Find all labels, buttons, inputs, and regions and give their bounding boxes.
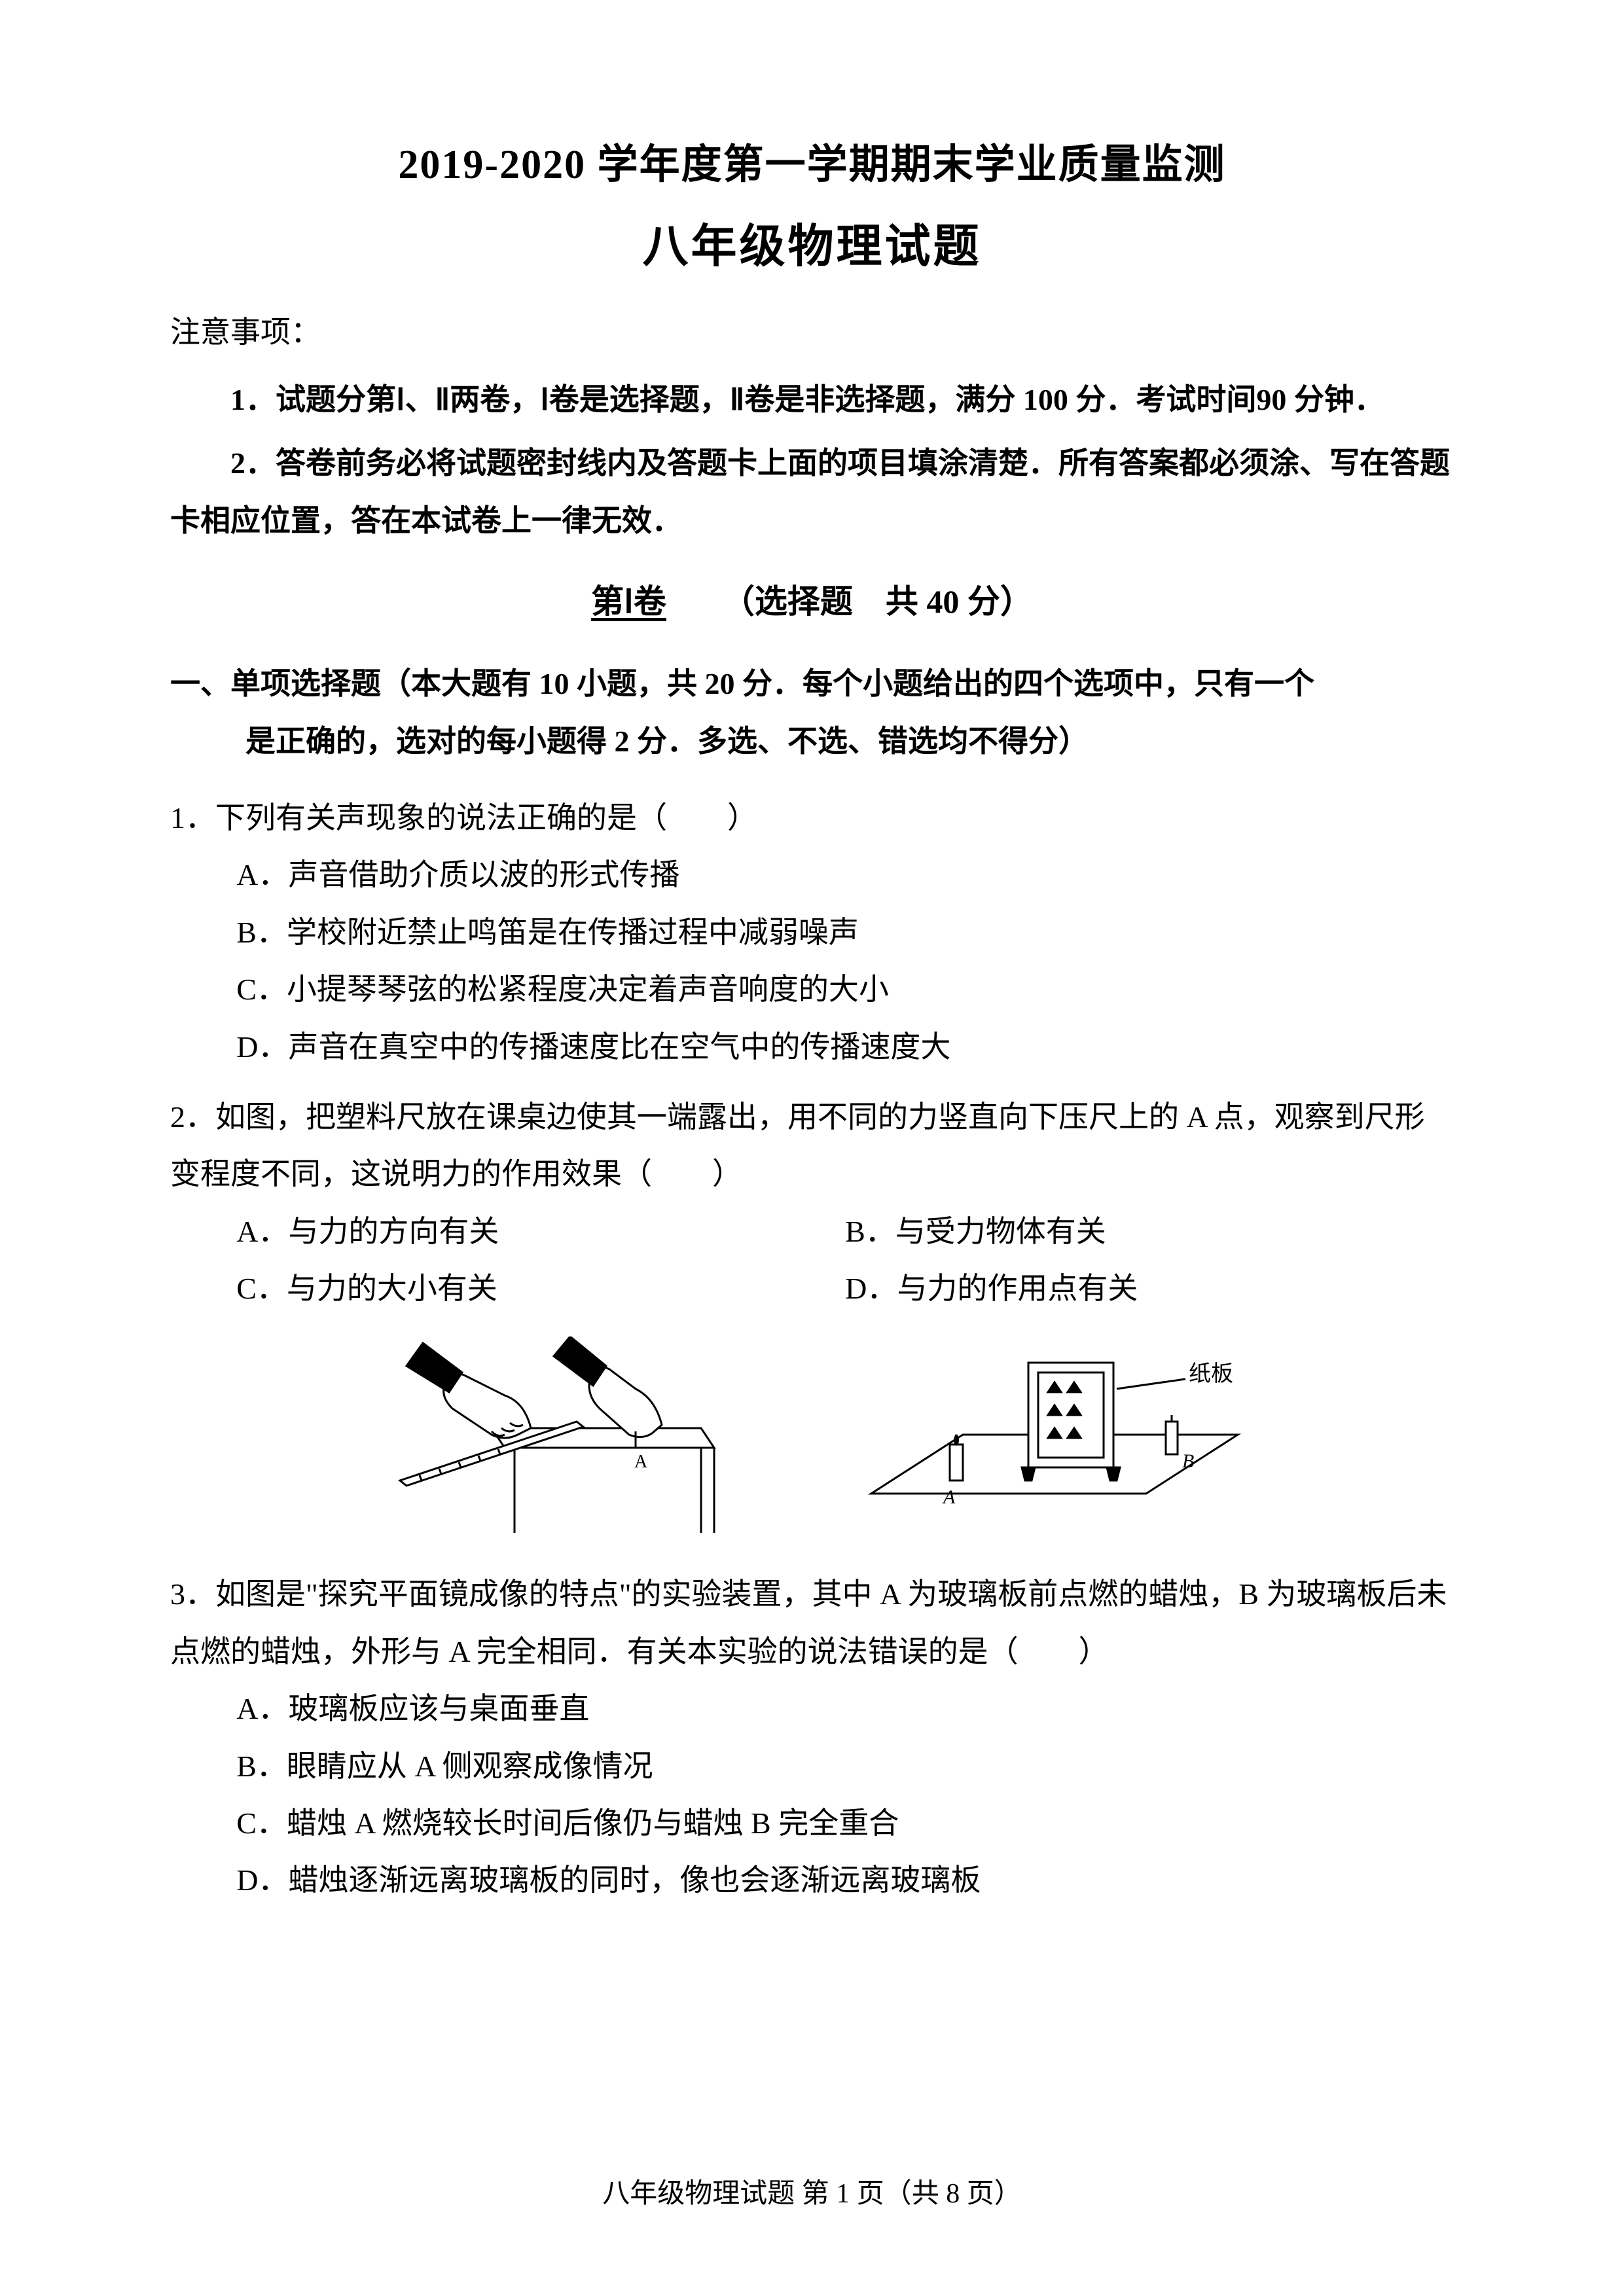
svg-text:A: A [634,1452,648,1472]
instruction-line2: 是正确的，选对的每小题得 2 分．多选、不选、错选均不得分） [170,713,1454,770]
section-1-header: 第Ⅰ卷 （选择题 共 40 分） [170,575,1454,622]
section-label-rest: （选择题 共 40 分） [722,583,1033,620]
q3-option-a: A．玻璃板应该与桌面垂直 [236,1680,1454,1737]
notice-heading: 注意事项： [170,308,1454,351]
figure-ruler-desk: A [361,1336,727,1539]
q1-option-a: A．声音借助介质以波的形式传播 [236,846,1454,903]
page-footer: 八年级物理试题 第 1 页（共 8 页） [0,2171,1624,2211]
figure-row: A [170,1336,1454,1539]
part1-instruction: 一、单项选择题（本大题有 10 小题，共 20 分．每个小题给出的四个选项中，只… [170,655,1454,770]
question-1-text: 1．下列有关声现象的说法正确的是（ ） [170,789,1454,846]
svg-text:A: A [942,1486,956,1508]
figure-mirror-candles: A B 纸板 [858,1343,1264,1539]
section-label-underline: 第Ⅰ卷 [591,583,666,620]
q2-option-d: D．与力的作用点有关 [845,1260,1454,1317]
svg-text:B: B [1182,1450,1194,1472]
exam-title-main: 2019-2020 学年度第一学期期末学业质量监测 [170,131,1454,190]
q3-option-d: D．蜡烛逐渐远离玻璃板的同时，像也会逐渐远离玻璃板 [236,1852,1454,1909]
question-3: 3．如图是"探究平面镜成像的特点"的实验装置，其中 A 为玻璃板前点燃的蜡烛，B… [170,1566,1454,1909]
q1-option-d: D．声音在真空中的传播速度比在空气中的传播速度大 [236,1018,1454,1075]
ruler-desk-icon: A [361,1336,727,1539]
fig2-label-text: 纸板 [1189,1361,1233,1386]
q3-option-b: B．眼睛应从 A 侧观察成像情况 [236,1738,1454,1795]
notice-item-2: 2．答卷前务必将试题密封线内及答题卡上面的项目填涂清楚．所有答案都必须涂、写在答… [170,435,1454,549]
q1-option-c: C．小提琴琴弦的松紧程度决定着声音响度的大小 [236,961,1454,1018]
q3-option-c: C．蜡烛 A 燃烧较长时间后像仍与蜡烛 B 完全重合 [236,1795,1454,1852]
q2-option-b: B．与受力物体有关 [845,1203,1454,1260]
q2-option-a: A．与力的方向有关 [236,1203,845,1260]
q1-option-b: B．学校附近禁止鸣笛是在传播过程中减弱噪声 [236,904,1454,961]
exam-title-sub: 八年级物理试题 [170,209,1454,276]
question-3-text: 3．如图是"探究平面镜成像的特点"的实验装置，其中 A 为玻璃板前点燃的蜡烛，B… [170,1566,1454,1680]
mirror-candles-icon: A B 纸板 [858,1343,1264,1539]
instruction-line1: 一、单项选择题（本大题有 10 小题，共 20 分．每个小题给出的四个选项中，只… [170,667,1314,700]
question-2-text: 2．如图，把塑料尺放在课桌边使其一端露出，用不同的力竖直向下压尺上的 A 点，观… [170,1088,1454,1203]
question-2: 2．如图，把塑料尺放在课桌边使其一端露出，用不同的力竖直向下压尺上的 A 点，观… [170,1088,1454,1318]
question-1: 1．下列有关声现象的说法正确的是（ ） A．声音借助介质以波的形式传播 B．学校… [170,789,1454,1075]
q2-option-c: C．与力的大小有关 [236,1260,845,1317]
notice-item-1: 1．试题分第Ⅰ、Ⅱ两卷，Ⅰ卷是选择题，Ⅱ卷是非选择题，满分 100 分．考试时间… [170,371,1454,428]
